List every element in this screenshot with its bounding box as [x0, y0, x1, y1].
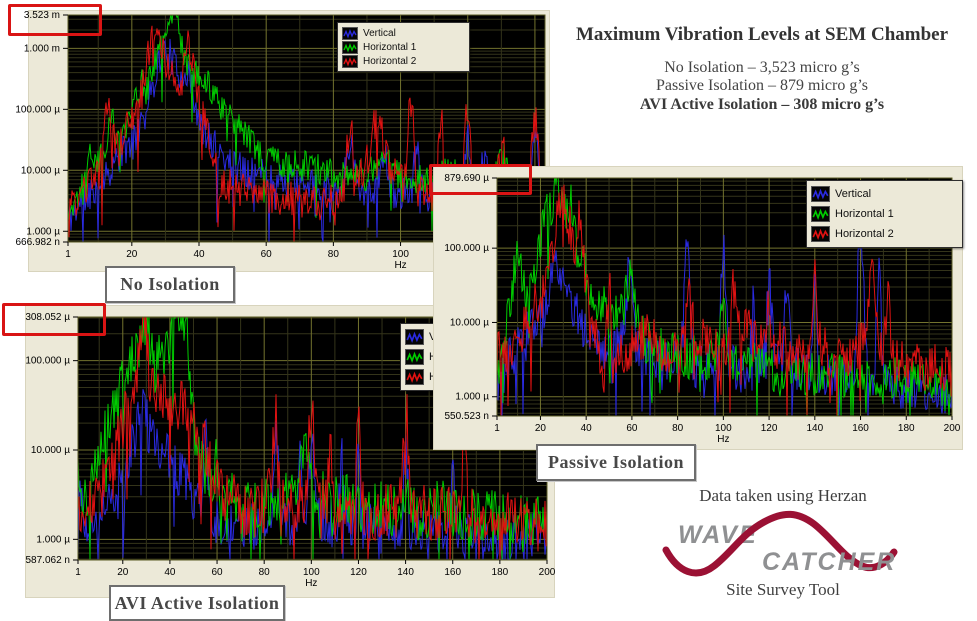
svg-text:80: 80 — [259, 567, 271, 578]
site-survey-tool-label: Site Survey Tool — [726, 580, 840, 599]
wavecatcher-logo: Wave Catcher — [658, 508, 908, 580]
svg-text:1: 1 — [65, 249, 71, 260]
legend-label: Horizontal 1 — [363, 41, 417, 53]
svg-text:20: 20 — [117, 567, 129, 578]
svg-text:1.000 µ: 1.000 µ — [36, 534, 70, 545]
svg-text:308.052 µ: 308.052 µ — [25, 312, 70, 323]
svg-text:1: 1 — [494, 423, 500, 434]
passive-isolation-legend: Vertical Horizontal 1 Horizontal 2 — [806, 180, 963, 248]
legend-waveform-icon — [405, 349, 424, 365]
legend-item: Horizontal 2 — [342, 54, 463, 68]
svg-text:200: 200 — [944, 423, 961, 434]
max-value-highlight-avi-active-isolation — [2, 303, 106, 336]
svg-text:10.000 µ: 10.000 µ — [21, 165, 60, 176]
svg-text:3.523 m: 3.523 m — [24, 10, 60, 21]
svg-text:80: 80 — [328, 249, 340, 260]
svg-text:120: 120 — [350, 567, 367, 578]
svg-text:587.062 n: 587.062 n — [26, 555, 71, 566]
legend-waveform-icon — [811, 226, 830, 242]
svg-text:140: 140 — [806, 423, 823, 434]
svg-text:200: 200 — [539, 567, 556, 578]
svg-text:100.000 µ: 100.000 µ — [444, 243, 489, 254]
svg-text:180: 180 — [898, 423, 915, 434]
svg-text:1: 1 — [75, 567, 81, 578]
svg-text:40: 40 — [581, 423, 593, 434]
caption-avi-active-isolation: AVI Active Isolation — [109, 585, 285, 621]
svg-text:666.982 n: 666.982 n — [16, 237, 61, 248]
svg-text:100: 100 — [303, 567, 320, 578]
max-value-highlight-no-isolation — [8, 4, 102, 36]
svg-text:Hz: Hz — [305, 578, 317, 589]
svg-text:140: 140 — [397, 567, 414, 578]
no-isolation-legend: Vertical Horizontal 1 Horizontal 2 — [337, 22, 470, 72]
svg-text:60: 60 — [626, 423, 638, 434]
legend-label: Horizontal 1 — [835, 208, 894, 220]
herzan-note: Data taken using Herzan — [699, 486, 867, 505]
svg-text:1.000 m: 1.000 m — [24, 43, 60, 54]
summary-block: Maximum Vibration Levels at SEM Chamber … — [552, 24, 972, 114]
summary-line-avi-active-isolation: AVI Active Isolation – 308 micro g’s — [639, 95, 885, 113]
svg-text:Hz: Hz — [717, 434, 729, 445]
legend-item: Vertical — [811, 184, 956, 204]
svg-text:Hz: Hz — [394, 260, 406, 271]
svg-text:80: 80 — [672, 423, 684, 434]
legend-item: Horizontal 1 — [342, 40, 463, 54]
svg-text:20: 20 — [126, 249, 138, 260]
legend-label: Vertical — [835, 188, 872, 200]
logo-word-catcher: Catcher — [762, 548, 896, 576]
svg-text:1.000 µ: 1.000 µ — [26, 226, 60, 237]
svg-text:100.000 µ: 100.000 µ — [15, 104, 60, 115]
avi-active-isolation-chart-panel: 1 20 40 60 80 100 120 140 160 180 200 Hz 308.052 µ 10… — [25, 305, 557, 598]
svg-text:160: 160 — [852, 423, 869, 434]
legend-item: Horizontal 1 — [811, 204, 956, 224]
legend-label: Vertical — [363, 27, 396, 39]
legend-waveform-icon — [811, 186, 830, 202]
svg-text:1.000 µ: 1.000 µ — [455, 392, 489, 403]
legend-waveform-icon — [342, 40, 358, 54]
legend-waveform-icon — [405, 369, 424, 385]
summary-line-no-isolation: No Isolation – 3,523 micro g’s — [664, 59, 860, 76]
svg-text:10.000 µ: 10.000 µ — [31, 445, 70, 456]
page-title: Maximum Vibration Levels at SEM Chamber — [575, 24, 949, 45]
legend-label: Horizontal 2 — [835, 228, 894, 240]
footer-block: Data taken using Herzan Wave Catcher Sit… — [618, 486, 948, 600]
summary-line-passive-isolation: Passive Isolation – 879 micro g’s — [656, 77, 868, 95]
svg-text:879.690 µ: 879.690 µ — [444, 173, 489, 184]
caption-no-isolation: No Isolation — [105, 266, 235, 303]
legend-waveform-icon — [342, 54, 358, 68]
svg-text:60: 60 — [211, 567, 223, 578]
svg-text:60: 60 — [261, 249, 273, 260]
svg-text:100: 100 — [392, 249, 409, 260]
svg-text:120: 120 — [761, 423, 778, 434]
svg-text:180: 180 — [492, 567, 509, 578]
no-isolation-chart-panel: 120406080100120140Hz3.523 m1.000 m100.00… — [15, 10, 550, 272]
legend-item: Horizontal 2 — [811, 224, 956, 244]
svg-text:40: 40 — [193, 249, 205, 260]
svg-text:550.523 n: 550.523 n — [445, 411, 490, 422]
svg-text:40: 40 — [164, 567, 176, 578]
svg-text:100: 100 — [715, 423, 732, 434]
legend-item: Vertical — [342, 26, 463, 40]
svg-text:20: 20 — [535, 423, 547, 434]
legend-waveform-icon — [405, 329, 424, 345]
caption-passive-isolation: Passive Isolation — [536, 444, 696, 481]
legend-waveform-icon — [811, 206, 830, 222]
svg-text:100.000 µ: 100.000 µ — [25, 356, 70, 367]
svg-text:10.000 µ: 10.000 µ — [450, 317, 489, 328]
wave-curve-icon — [662, 510, 898, 577]
max-value-highlight-passive-isolation — [429, 164, 532, 195]
svg-text:160: 160 — [444, 567, 461, 578]
legend-waveform-icon — [342, 26, 358, 40]
passive-isolation-chart-panel: 1 20 40 60 80 100 120 140 160 180 200 Hz 879.690 µ 10… — [433, 166, 963, 450]
legend-label: Horizontal 2 — [363, 55, 417, 67]
